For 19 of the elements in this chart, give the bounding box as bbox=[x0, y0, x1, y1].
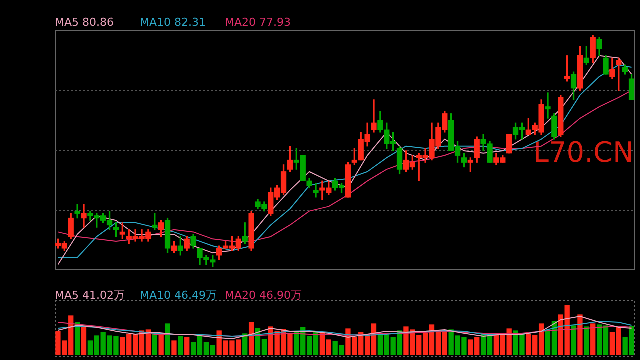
text: MA5 80.86 bbox=[55, 16, 116, 29]
bar bbox=[242, 334, 248, 355]
text: L70.CN bbox=[533, 136, 634, 169]
text: MA20 46.90万 bbox=[225, 289, 303, 302]
bar bbox=[165, 324, 170, 355]
bar bbox=[584, 326, 590, 355]
text: MA20 77.93 bbox=[225, 16, 292, 29]
bar bbox=[184, 337, 190, 355]
text: MA10 82.31 bbox=[140, 16, 207, 29]
text: MA10 46.49万 bbox=[140, 289, 218, 302]
bar bbox=[578, 314, 583, 355]
bar bbox=[81, 327, 87, 355]
bar bbox=[172, 340, 177, 355]
bar bbox=[571, 326, 576, 355]
bar bbox=[248, 322, 254, 355]
bar bbox=[590, 324, 596, 355]
bar bbox=[178, 336, 184, 355]
bar bbox=[158, 334, 164, 355]
text: MA5 41.02万 bbox=[55, 289, 126, 302]
